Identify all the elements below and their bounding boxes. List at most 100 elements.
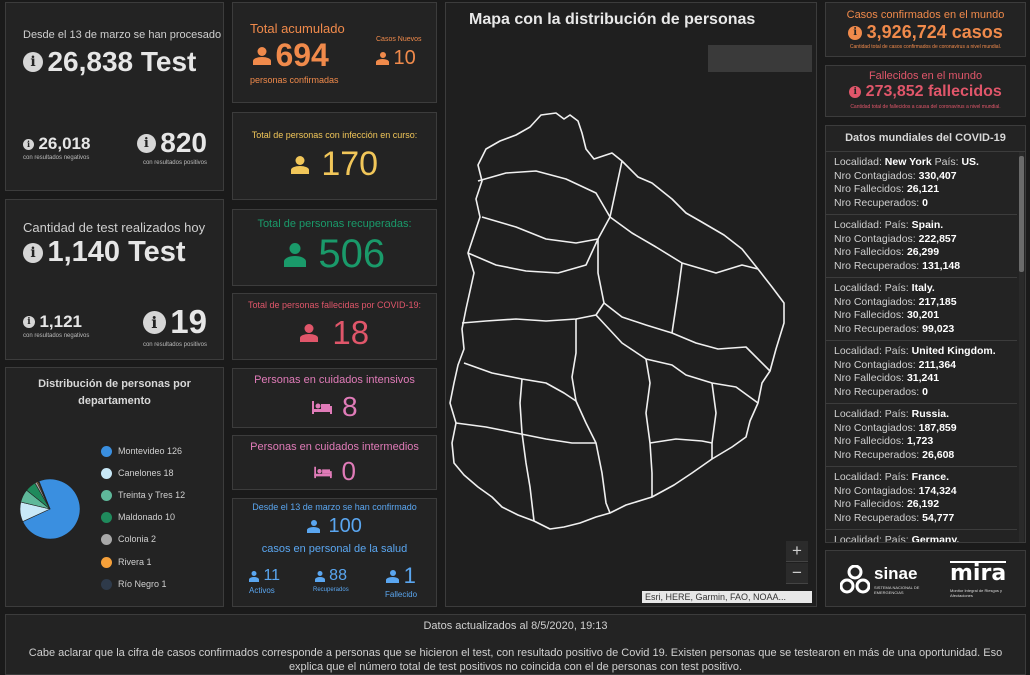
icu-value-row: 8 <box>233 391 436 423</box>
uruguay-departments-map[interactable] <box>446 3 818 608</box>
world-data-location: Localidad: País: Spain. <box>834 219 944 231</box>
world-data-cases: Nro Contagiados: 211,364 <box>834 358 957 371</box>
map-department-border <box>671 262 683 334</box>
world-data-deaths: Nro Fallecidos: 26,192 <box>834 498 940 510</box>
department-pie-chart[interactable] <box>19 478 81 540</box>
world-data-scrollbar[interactable] <box>1019 152 1024 542</box>
legend-swatch <box>101 490 112 502</box>
world-cases-title: Casos confirmados en el mundo <box>846 9 1005 21</box>
world-deaths-sub: Cantidad total de fallecidos a causa del… <box>850 104 1001 110</box>
new-cases-value: 10 <box>393 47 416 69</box>
legend-item: Rivera 1 <box>101 557 152 569</box>
world-deaths-value: 273,852 fallecidos <box>865 83 1002 100</box>
zoom-in-button[interactable]: + <box>786 541 808 562</box>
sinae-logo-icon <box>840 565 870 594</box>
tests-today-negatives-label: con resultados negativos <box>23 333 90 339</box>
accumulated-panel: Total acumulado 694 personas confirmadas… <box>232 2 437 103</box>
world-data-cases: Nro Contagiados: 217,185 <box>834 295 957 308</box>
sinae-logo-text: sinae <box>874 564 918 583</box>
legend-swatch <box>101 512 112 524</box>
legend-label: Montevideo 126 <box>118 446 183 456</box>
world-cases-value-row: i 3,926,724 casos <box>826 22 1025 43</box>
in-progress-title: Total de personas con infección en curso… <box>251 130 418 140</box>
info-icon: i <box>23 316 35 328</box>
icu-panel: Personas en cuidados intensivos 8 <box>232 368 437 428</box>
health-staff-deceased: 1 Fallecido <box>385 563 417 599</box>
legend-swatch <box>101 446 112 458</box>
legend-swatch <box>101 468 112 480</box>
new-cases-label: Casos Nuevos <box>376 36 422 43</box>
deceased-title: Total de personas fallecidas por COVID-1… <box>247 300 422 310</box>
world-data-cases: Nro Contagiados: 187,859 <box>834 421 957 434</box>
tests-total-positives: i 820 con resultados positivos <box>136 127 207 166</box>
map-department-border <box>603 302 771 372</box>
map-title: Mapa con la distribución de personas <box>469 11 756 28</box>
world-data-location: Localidad: País: Russia. <box>834 408 950 420</box>
world-data-deaths: Nro Fallecidos: 26,299 <box>834 246 940 258</box>
pie-slice-montevideo[interactable] <box>22 478 81 540</box>
scrollbar-thumb[interactable] <box>1019 156 1024 272</box>
map-attribution[interactable]: Esri, HERE, Garmin, FAO, NOAA... <box>642 591 812 603</box>
world-cases-sub: Cantidad total de casos confirmados de c… <box>849 44 1002 50</box>
tests-total-positives-label: con resultados positivos <box>142 160 207 166</box>
world-data-deaths: Nro Fallecidos: 30,201 <box>834 309 940 321</box>
person-icon <box>299 324 318 342</box>
deceased-value-row: 18 <box>233 314 436 352</box>
department-chart-panel: Distribución de personas por departament… <box>5 367 224 607</box>
world-data-list[interactable]: Localidad: New York País: US. Nro Contagi… <box>826 152 1017 542</box>
bed-icon <box>314 466 332 478</box>
tests-today-positives-label: con resultados positivos <box>142 342 207 348</box>
health-staff-sub: casos en personal de la salud <box>261 543 408 555</box>
health-staff-deceased-value: 1 <box>403 563 416 588</box>
world-data-deaths: Nro Fallecidos: 26,121 <box>834 183 940 195</box>
world-data-recovered: Nro Recuperados: 0 <box>834 196 928 209</box>
zoom-out-button[interactable]: − <box>786 563 808 584</box>
world-data-item[interactable]: Localidad: País: Italy. Nro Contagiados: … <box>826 278 1017 341</box>
tests-today-panel: Cantidad de test realizados hoy i 1,140 … <box>5 199 224 360</box>
footer-note: Cabe aclarar que la cifra de casos confi… <box>28 647 1003 673</box>
legend-label: Treinta y Tres 12 <box>118 490 186 500</box>
tests-today-positives-value: 19 <box>170 303 207 340</box>
person-icon <box>253 47 271 65</box>
accumulated-sub: personas confirmadas <box>250 75 339 85</box>
map-department-border <box>463 362 577 402</box>
tests-today-negatives: i 1,121 con resultados negativos <box>23 312 89 339</box>
world-data-item[interactable]: Localidad: País: Germany. <box>826 530 1017 542</box>
in-progress-value: 170 <box>321 145 379 183</box>
sinae-logo-sub: SISTEMA NACIONAL DE EMERGENCIAS <box>874 585 920 595</box>
legend-swatch <box>101 557 112 569</box>
legend-item: Montevideo 126 <box>101 446 183 458</box>
accumulated-value: 694 <box>275 37 329 73</box>
legend-swatch <box>101 534 112 546</box>
world-data-deaths: Nro Fallecidos: 31,241 <box>834 372 940 384</box>
map-panel[interactable]: Mapa con la distribución de personas + −… <box>445 2 817 607</box>
world-data-location: Localidad: New York País: US. <box>834 156 979 168</box>
deceased-value: 18 <box>332 314 370 351</box>
tests-today-value: 1,140 Test <box>47 236 186 268</box>
info-icon: i <box>23 242 43 263</box>
world-data-item[interactable]: Localidad: País: Spain. Nro Contagiados: … <box>826 215 1017 278</box>
legend-label: Río Negro 1 <box>118 579 167 589</box>
map-search-box[interactable] <box>708 45 812 72</box>
map-department-border <box>711 382 717 459</box>
world-data-item[interactable]: Localidad: País: United Kingdom. Nro Cont… <box>826 341 1017 404</box>
world-data-item[interactable]: Localidad: País: Russia. Nro Contagiados:… <box>826 404 1017 467</box>
intermediate-value-row: 0 <box>233 456 436 487</box>
person-icon <box>283 243 306 267</box>
world-data-cases: Nro Contagiados: 174,324 <box>834 484 957 497</box>
health-staff-panel: Desde el 13 de marzo se han confirmado 1… <box>232 498 437 607</box>
world-data-cases: Nro Contagiados: 222,857 <box>834 232 957 245</box>
world-data-deaths: Nro Fallecidos: 1,723 <box>834 435 934 447</box>
tests-total-value-row: i 26,838 Test <box>23 46 196 78</box>
world-data-location: Localidad: País: Germany. <box>834 534 960 542</box>
map-department-border <box>455 422 596 444</box>
health-staff-recovered: 88 Recuperados <box>313 567 349 593</box>
info-icon: i <box>23 52 43 72</box>
in-progress-value-row: 170 <box>233 145 436 184</box>
pie-slice-río-negro[interactable] <box>37 480 51 510</box>
world-data-item[interactable]: Localidad: País: France. Nro Contagiados:… <box>826 467 1017 530</box>
world-data-item[interactable]: Localidad: New York País: US. Nro Contagi… <box>826 152 1017 215</box>
deceased-panel: Total de personas fallecidas por COVID-1… <box>232 293 437 360</box>
recovered-value-row: 506 <box>233 232 436 277</box>
legend-item: Canelones 18 <box>101 468 174 480</box>
